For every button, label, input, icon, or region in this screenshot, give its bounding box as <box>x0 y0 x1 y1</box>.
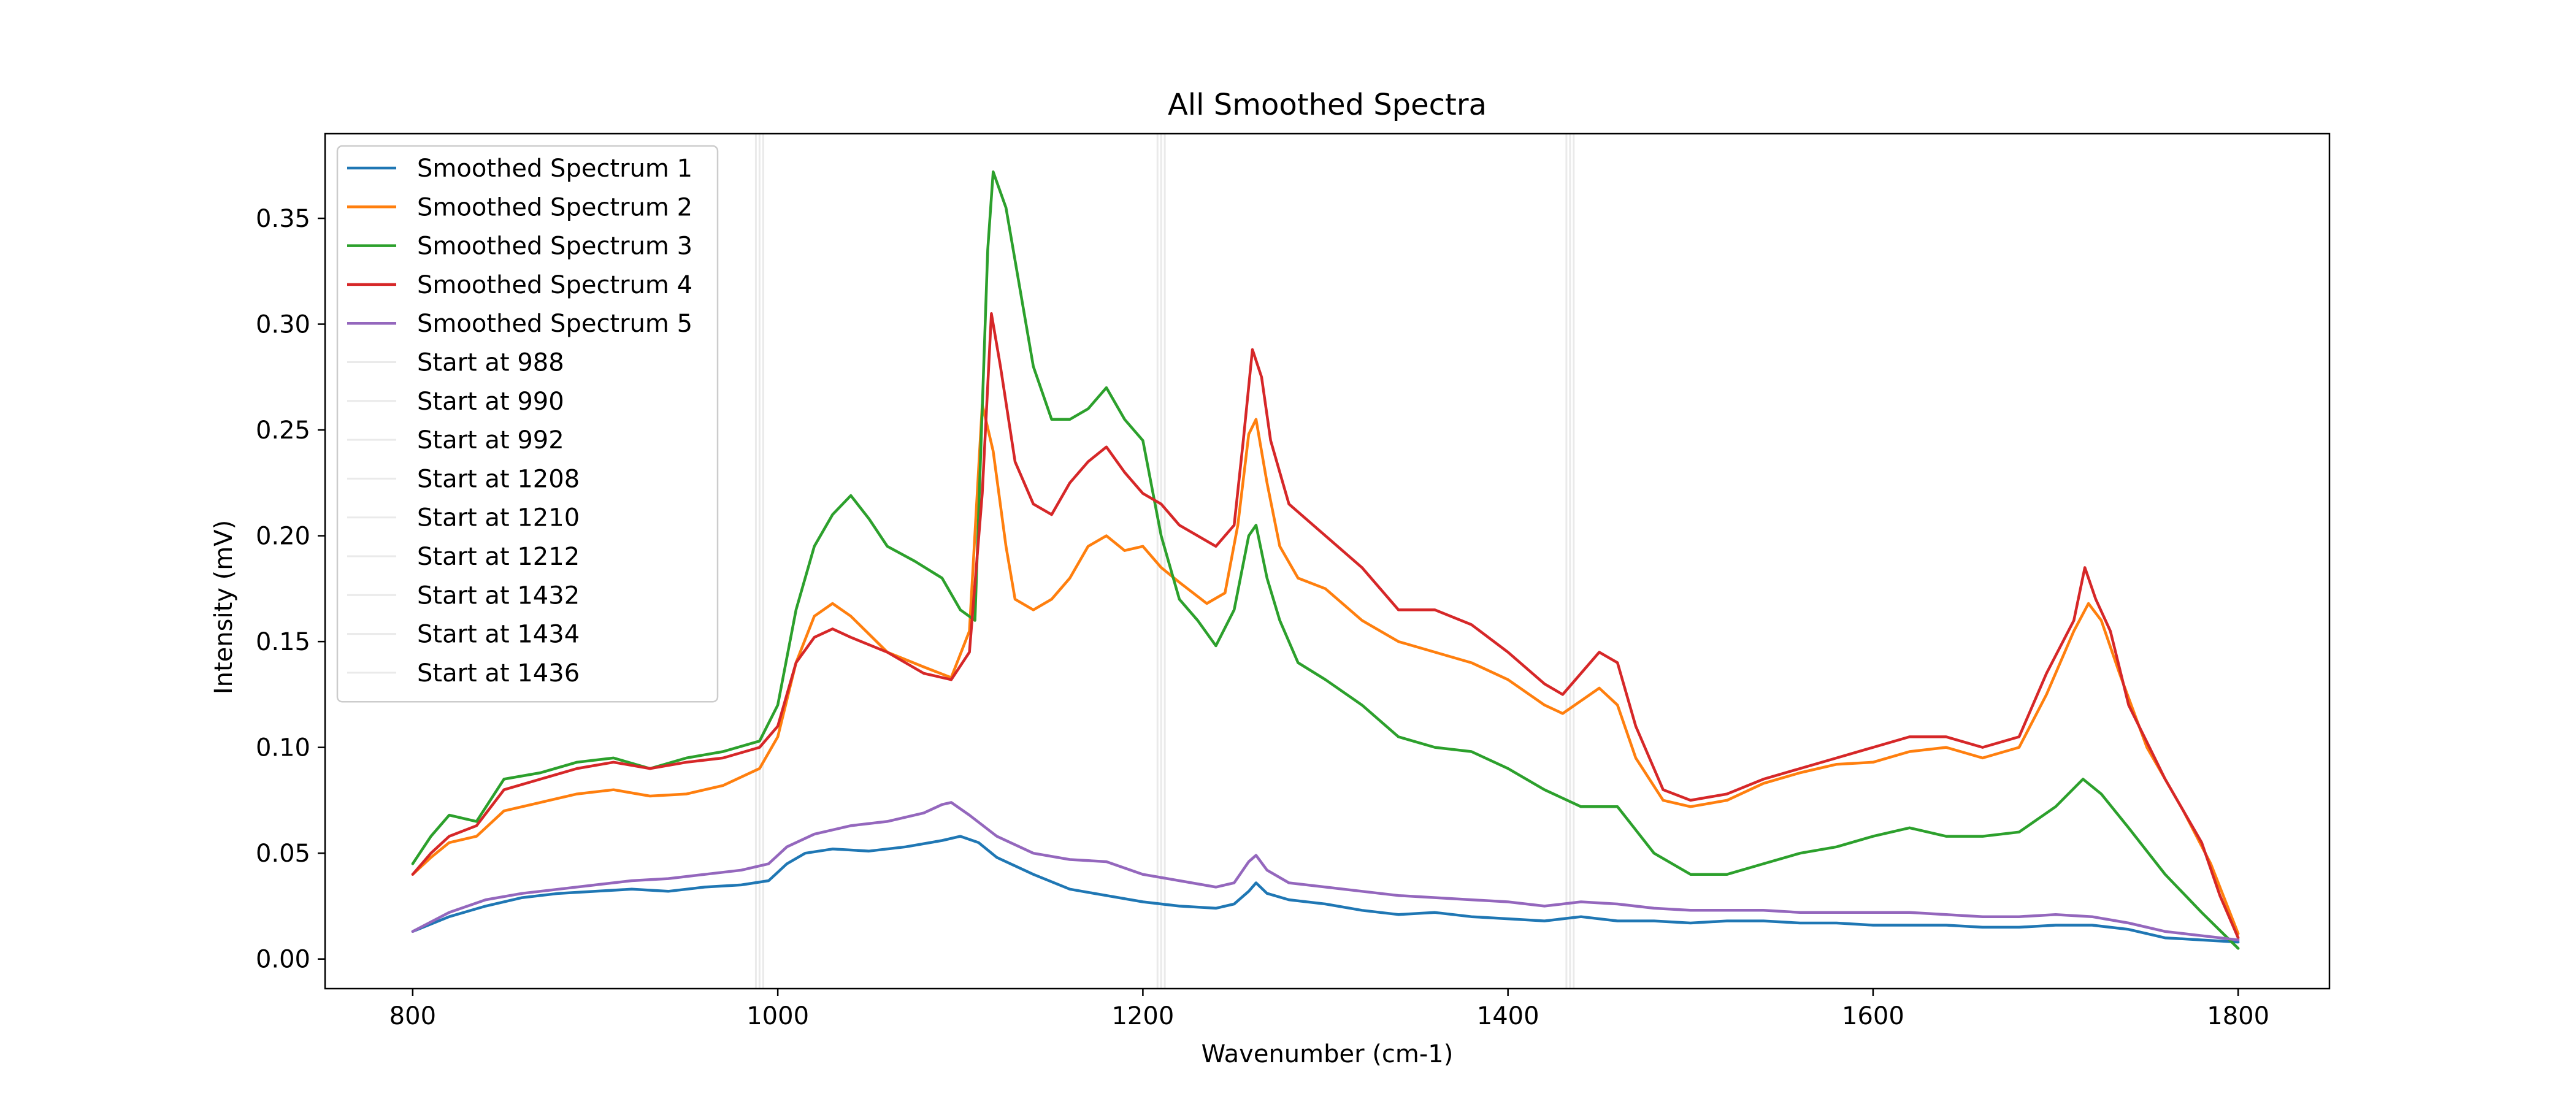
series-line-1 <box>411 835 2240 944</box>
legend-label-6: Start at 988 <box>417 349 564 377</box>
y-tick-label-5: 0.25 <box>256 416 310 445</box>
legend-label-5: Smoothed Spectrum 5 <box>417 310 692 338</box>
series-line-2 <box>411 403 2240 935</box>
x-tick-label-0: 800 <box>389 1002 436 1030</box>
y-tick-label-4: 0.20 <box>256 523 310 551</box>
y-tick-label-1: 0.05 <box>256 840 310 868</box>
y-axis-label: Intensity (mV) <box>210 520 238 694</box>
legend-label-2: Smoothed Spectrum 2 <box>417 193 692 221</box>
y-axis-ticks: 0.00 0.05 0.10 0.15 0.20 0.25 0.30 0.35 <box>256 205 325 974</box>
legend-label-13: Start at 1434 <box>417 621 580 649</box>
legend-label-14: Start at 1436 <box>417 659 580 688</box>
series-line-4 <box>411 312 2240 940</box>
chart-title: All Smoothed Spectra <box>1168 88 1487 122</box>
legend-label-9: Start at 1208 <box>417 465 580 493</box>
legend-label-8: Start at 992 <box>417 426 564 454</box>
vertical-lines-layer <box>754 134 1575 989</box>
plot-area-frame <box>324 132 2331 990</box>
legend-label-3: Smoothed Spectrum 3 <box>417 232 692 261</box>
x-tick-label-4: 1600 <box>1842 1002 1904 1030</box>
y-tick-label-2: 0.10 <box>256 734 310 762</box>
legend: Smoothed Spectrum 1 Smoothed Spectrum 2 Sm… <box>336 145 719 703</box>
x-tick-label-3: 1400 <box>1477 1002 1539 1030</box>
legend-label-11: Start at 1212 <box>417 543 580 571</box>
series-line-3 <box>411 170 2240 950</box>
legend-label-4: Smoothed Spectrum 4 <box>417 271 692 299</box>
legend-box <box>336 145 719 703</box>
x-tick-label-1: 1000 <box>746 1002 809 1030</box>
x-tick-label-5: 1800 <box>2207 1002 2269 1030</box>
x-tick-label-2: 1200 <box>1111 1002 1174 1030</box>
series-line-5 <box>411 801 2240 941</box>
series-layer <box>411 170 2240 950</box>
legend-label-10: Start at 1210 <box>417 504 580 532</box>
x-axis-label: Wavenumber (cm-1) <box>1202 1040 1454 1068</box>
y-tick-label-0: 0.00 <box>256 946 310 974</box>
legend-label-7: Start at 990 <box>417 388 564 416</box>
legend-label-1: Smoothed Spectrum 1 <box>417 155 692 183</box>
y-tick-label-6: 0.30 <box>256 311 310 339</box>
legend-label-12: Start at 1432 <box>417 581 580 610</box>
y-tick-label-7: 0.35 <box>256 205 310 233</box>
y-tick-label-3: 0.15 <box>256 628 310 656</box>
x-axis-ticks: 800 1000 1200 1400 1600 1800 <box>389 989 2269 1030</box>
